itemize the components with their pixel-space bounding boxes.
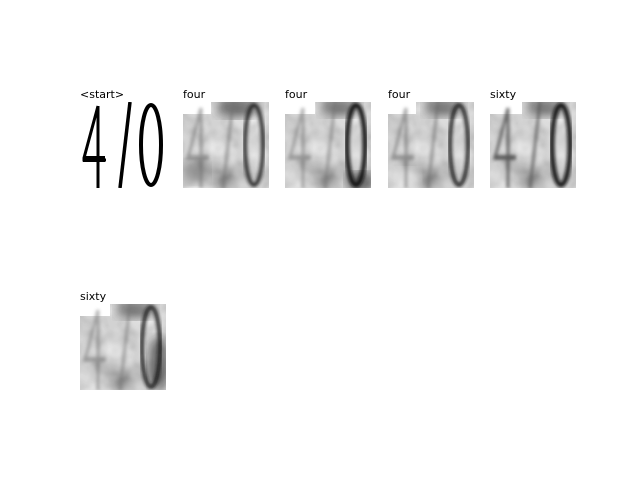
attention-map-image [80,304,166,390]
panel-title: <start> [80,89,124,101]
panel-title: four [388,89,410,101]
panel-title: four [183,89,205,101]
attention-map-image [183,102,269,188]
panel-title: four [285,89,307,101]
panel-title: sixty [80,291,106,303]
attention-map-image [490,102,576,188]
attention-map-image [285,102,371,188]
panel-title: sixty [490,89,516,101]
digits-source-image [80,102,166,188]
attention-map-image [388,102,474,188]
